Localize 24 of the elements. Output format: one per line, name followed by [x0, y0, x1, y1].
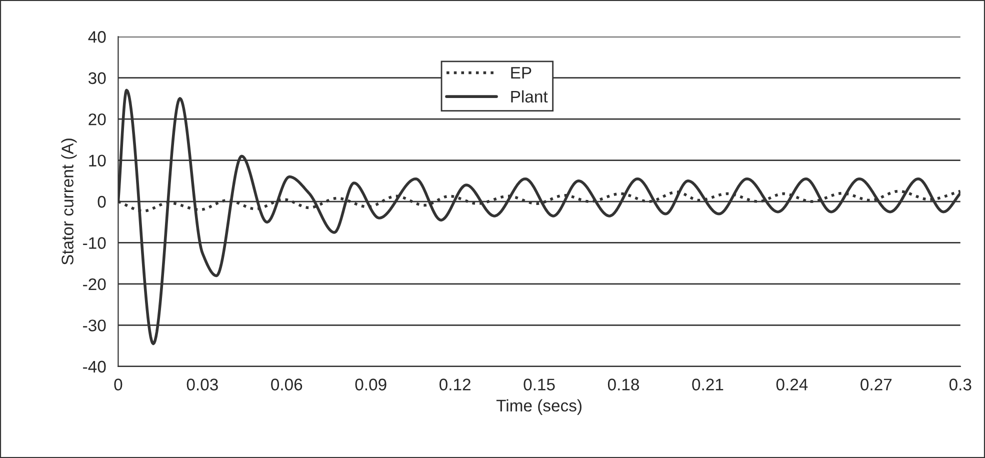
x-tick-label: 0.03: [186, 378, 218, 390]
x-tick-label: 0.15: [524, 378, 555, 390]
legend-label: EP: [511, 67, 532, 79]
x-tick-label: 0.3: [949, 378, 972, 390]
x-tick-label: 0.21: [692, 378, 724, 390]
x-axis-title: Time (secs): [496, 399, 582, 415]
y-tick-label: 0: [98, 196, 106, 208]
x-tick-label: 0: [114, 378, 122, 390]
y-tick-label: 30: [88, 72, 106, 84]
y-tick-label: -20: [83, 278, 106, 290]
x-tick-label: 0.12: [440, 378, 470, 390]
x-tick-label: 0.24: [776, 378, 808, 390]
y-tick-label: -40: [83, 360, 106, 373]
y-tick-label: 10: [89, 154, 106, 167]
x-tick-label: 0.18: [608, 378, 639, 390]
x-tick-label: 0.09: [355, 378, 386, 390]
y-axis-title: Stator current (A): [61, 138, 77, 265]
x-tick-label: 0.06: [271, 378, 302, 390]
y-tick-label: 20: [88, 113, 106, 126]
y-tick-label: -10: [83, 237, 106, 249]
x-tick-label: 0.27: [860, 378, 892, 390]
legend-label: Plant: [511, 90, 548, 103]
y-tick-label: -30: [83, 320, 106, 332]
y-tick-label: 40: [88, 31, 106, 43]
